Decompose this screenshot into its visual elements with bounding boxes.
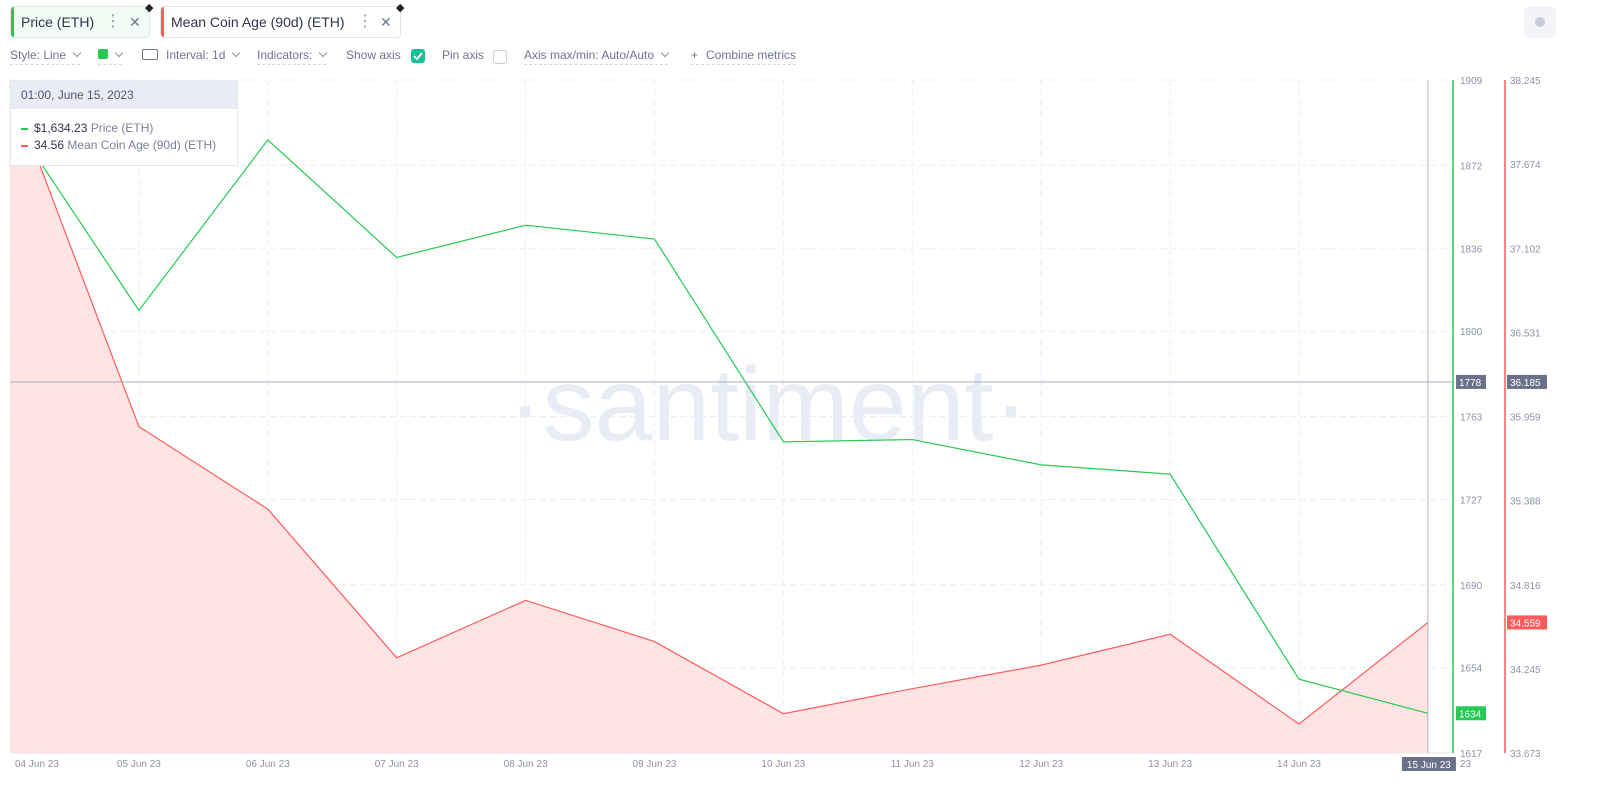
axis-maxmin-label: Axis max/min: Auto/Auto bbox=[524, 48, 655, 62]
crosshair-mean-coin-age-badge-text: 36.185 bbox=[1510, 378, 1541, 389]
tooltip-value: 34.56 bbox=[34, 138, 65, 152]
price-axis-tick-label: 1800 bbox=[1460, 327, 1483, 338]
metric-label: Price (ETH) bbox=[21, 14, 95, 30]
mean-coin-age-axis-tick-label: 34.816 bbox=[1510, 581, 1541, 592]
crosshair-mean-coin-age-badge: 36.185 bbox=[1507, 374, 1547, 389]
metric-color-bar bbox=[11, 7, 14, 37]
color-swatch bbox=[98, 49, 108, 59]
metric-label: Mean Coin Age (90d) (ETH) bbox=[171, 14, 345, 30]
interval-label: Interval: 1d bbox=[166, 48, 226, 62]
close-icon[interactable]: ✕ bbox=[380, 14, 392, 30]
price-axis-tick-label: 1872 bbox=[1460, 161, 1483, 172]
metric-color-bar bbox=[161, 7, 164, 37]
tooltip-metric-name: Price (ETH) bbox=[90, 121, 154, 135]
mean-coin-age-line bbox=[9, 86, 1429, 725]
x-axis-tick-label: 06 Jun 23 bbox=[246, 759, 290, 770]
hover-date-badge-text: 15 Jun 23 bbox=[1407, 760, 1451, 771]
style-selector[interactable]: Style: Line bbox=[10, 48, 82, 65]
hover-date-badge-bg bbox=[1401, 757, 1456, 771]
drag-handle-icon[interactable]: ◆ bbox=[145, 2, 154, 14]
tooltip-metric-name: Mean Coin Age (90d) (ETH) bbox=[67, 138, 217, 152]
combine-metrics-button[interactable]: + Combine metrics bbox=[691, 48, 797, 65]
crosshair-price-badge-text: 1778 bbox=[1459, 378, 1482, 389]
ruler-icon bbox=[142, 49, 158, 60]
tooltip-row-mean-coin-age: 34.56 Mean Coin Age (90d) (ETH) bbox=[21, 138, 216, 152]
combine-metrics-label: Combine metrics bbox=[706, 48, 797, 62]
axis-maxmin-selector[interactable]: Axis max/min: Auto/Auto bbox=[524, 48, 670, 65]
crosshair-price-badge: 1778 bbox=[1456, 374, 1486, 389]
show-axis-label: Show axis bbox=[346, 48, 401, 62]
record-button[interactable] bbox=[1524, 6, 1556, 38]
price-line bbox=[9, 116, 1429, 714]
drag-handle-icon[interactable]: ◆ bbox=[396, 2, 405, 14]
tooltip-row-price: $1,634.23 Price (ETH) bbox=[21, 121, 153, 135]
x-axis-tick-label: 07 Jun 23 bbox=[375, 759, 419, 770]
x-axis-tick-label: 10 Jun 23 bbox=[761, 759, 805, 770]
x-axis-tick-label: 05 Jun 23 bbox=[117, 759, 161, 770]
axes-layer: 1909 1872 1836 1800 1763 1727 1690 1654 1617 38.2… bbox=[15, 76, 1547, 771]
pin-axis-toggle[interactable]: Pin axis bbox=[442, 48, 484, 64]
price-axis-tick-label: 1690 bbox=[1460, 581, 1483, 592]
show-axis-checkbox[interactable] bbox=[411, 49, 425, 63]
color-selector[interactable] bbox=[98, 48, 124, 65]
mean-coin-age-axis-tick-label: 37.674 bbox=[1510, 160, 1541, 171]
price-axis-tick-label: 1909 bbox=[1460, 76, 1483, 87]
mean-coin-age-area bbox=[10, 86, 1428, 753]
x-axis-tick-label: 23 bbox=[1460, 759, 1472, 770]
x-axis-tick-label: 08 Jun 23 bbox=[504, 759, 548, 770]
pin-axis-label: Pin axis bbox=[442, 48, 485, 62]
santiment-watermark: ·santiment· bbox=[508, 347, 1028, 463]
last-price-badge-bg bbox=[1456, 706, 1486, 721]
more-options-icon[interactable]: ⋮ bbox=[357, 13, 373, 30]
mean-coin-age-axis-tick-label: 34.245 bbox=[1510, 665, 1541, 676]
x-axis-tick-label: 11 Jun 23 bbox=[891, 759, 935, 770]
price-axis-tick-label: 1727 bbox=[1460, 495, 1483, 506]
x-axis-tick-label: 13 Jun 23 bbox=[1148, 759, 1192, 770]
price-axis-tick-label: 1654 bbox=[1460, 664, 1483, 675]
last-mean-coin-age-badge-text: 34.559 bbox=[1510, 618, 1541, 629]
mean-coin-age-axis-tick-label: 35.959 bbox=[1510, 413, 1541, 424]
check-icon bbox=[413, 52, 423, 61]
hover-date-badge: 15 Jun 23 bbox=[1401, 757, 1456, 771]
crosshair-mean-coin-age-badge-bg bbox=[1507, 374, 1547, 389]
interval-selector[interactable]: Interval: 1d bbox=[142, 48, 241, 64]
series-layer bbox=[9, 80, 1453, 753]
last-mean-coin-age-badge-bg bbox=[1507, 615, 1547, 630]
crosshair-price-badge-bg bbox=[1456, 374, 1486, 389]
price-axis-tick-label: 1763 bbox=[1460, 413, 1483, 424]
tooltip-value: $1,634.23 bbox=[34, 121, 88, 135]
show-axis-toggle[interactable]: Show axis bbox=[346, 48, 401, 64]
legend-swatch bbox=[21, 127, 28, 130]
metric-chip-mean-coin-age[interactable]: Mean Coin Age (90d) (ETH) ⋮ ✕ ◆ bbox=[160, 2, 404, 38]
tooltip-date: 01:00, June 15, 2023 bbox=[11, 81, 237, 109]
x-axis-tick-label: 14 Jun 23 bbox=[1277, 759, 1321, 770]
style-label: Style: Line bbox=[10, 48, 67, 62]
close-icon[interactable]: ✕ bbox=[129, 14, 141, 30]
plus-icon: + bbox=[691, 48, 699, 62]
indicators-label: Indicators: bbox=[257, 48, 313, 62]
mean-coin-age-axis-tick-label: 37.102 bbox=[1510, 244, 1541, 255]
record-icon bbox=[1535, 17, 1545, 27]
x-axis-tick-label: 09 Jun 23 bbox=[633, 759, 677, 770]
metric-chip-price[interactable]: Price (ETH) ⋮ ✕ ◆ bbox=[10, 2, 153, 38]
mean-coin-age-axis-tick-label: 33.673 bbox=[1510, 749, 1541, 760]
x-axis-tick-label: 04 Jun 23 bbox=[15, 759, 59, 770]
more-options-icon[interactable]: ⋮ bbox=[105, 13, 121, 30]
pin-axis-checkbox[interactable] bbox=[493, 50, 507, 64]
mean-coin-age-axis-tick-label: 38.245 bbox=[1510, 76, 1541, 87]
price-axis-tick-label: 1617 bbox=[1460, 749, 1483, 760]
x-axis-tick-label: 12 Jun 23 bbox=[1019, 759, 1063, 770]
last-price-badge: 1634 bbox=[1456, 706, 1486, 721]
mean-coin-age-axis-tick-label: 35.388 bbox=[1510, 497, 1541, 508]
hover-tooltip: 01:00, June 15, 2023 $1,634.23 Price (ET… bbox=[10, 80, 238, 166]
last-price-badge-text: 1634 bbox=[1459, 709, 1482, 720]
last-mean-coin-age-badge: 34.559 bbox=[1507, 615, 1547, 630]
mean-coin-age-axis-tick-label: 36.531 bbox=[1510, 328, 1541, 339]
legend-swatch bbox=[21, 144, 28, 147]
price-axis-tick-label: 1836 bbox=[1460, 244, 1483, 255]
indicators-selector[interactable]: Indicators: bbox=[257, 48, 328, 65]
